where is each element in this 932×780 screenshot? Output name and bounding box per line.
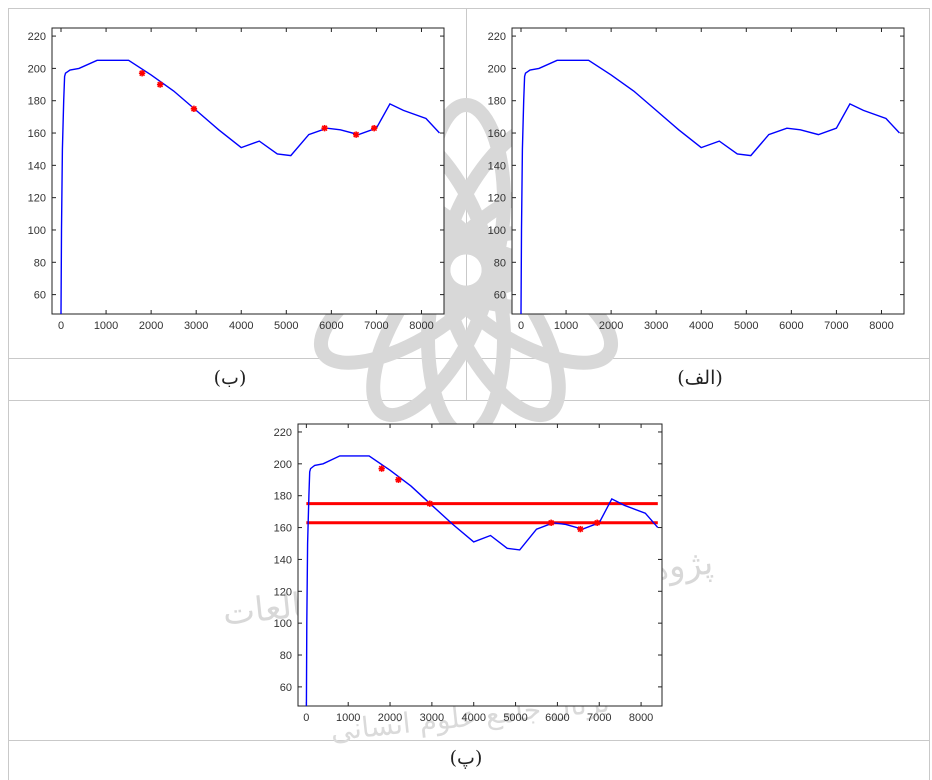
x-tick-label: 0	[303, 712, 309, 724]
y-tick-label: 140	[274, 554, 292, 566]
plot-area	[520, 59, 901, 314]
plot-frame	[51, 27, 445, 315]
x-tick-label: 4000	[461, 712, 485, 724]
x-tick-label: 5000	[734, 320, 758, 332]
border-row-3	[8, 740, 930, 741]
y-tick-label: 120	[488, 193, 506, 205]
peak-marker	[577, 525, 584, 533]
series-line	[305, 455, 659, 706]
border-left	[8, 8, 9, 780]
plot-area	[305, 455, 659, 706]
y-tick-label: 140	[28, 160, 46, 172]
peak-marker	[352, 131, 360, 138]
y-tick-label: 160	[488, 128, 506, 140]
x-tick-label: 3000	[184, 320, 208, 332]
peak-marker	[190, 105, 198, 112]
caption-panel-pe: (پ)	[449, 747, 483, 769]
x-tick-label: 7000	[824, 320, 848, 332]
y-tick-label: 100	[488, 225, 506, 237]
y-tick-label: 100	[274, 618, 292, 630]
y-tick-label: 200	[28, 63, 46, 75]
y-tick-label: 160	[274, 523, 292, 535]
peak-marker	[370, 124, 378, 132]
peak-marker	[593, 519, 601, 526]
peak-marker	[156, 81, 164, 88]
y-tick-label: 60	[34, 290, 46, 302]
y-tick-label: 60	[280, 682, 292, 694]
x-tick-label: 8000	[629, 712, 653, 724]
x-tick-label: 1000	[94, 320, 118, 332]
plot-frame	[511, 27, 905, 315]
peak-marker	[547, 519, 555, 526]
x-tick-label: 1000	[554, 320, 578, 332]
y-tick-label: 180	[28, 96, 46, 108]
peak-marker	[426, 500, 433, 507]
x-tick-label: 6000	[319, 320, 343, 332]
peak-marker	[395, 476, 402, 483]
caption-panel-alef: (الف)	[677, 367, 723, 389]
y-tick-label: 80	[34, 257, 46, 269]
x-tick-label: 5000	[503, 712, 527, 724]
series-line	[60, 59, 441, 314]
x-tick-label: 4000	[689, 320, 713, 332]
chart-panel-alef: 0 1000 2000 3000 4000 5000 6000 7000 8000 60 80 100…	[488, 27, 905, 332]
series-line	[520, 59, 901, 314]
x-tick-label: 0	[58, 320, 64, 332]
border-right	[929, 8, 930, 780]
y-tick-label: 120	[274, 586, 292, 598]
y-tick-label: 220	[488, 31, 506, 43]
y-tick-label: 60	[494, 290, 506, 302]
x-tick-label: 8000	[409, 320, 433, 332]
peak-marker	[378, 465, 385, 472]
x-tick-label: 2000	[599, 320, 623, 332]
x-tick-label: 2000	[378, 712, 402, 724]
x-tick-label: 2000	[139, 320, 163, 332]
x-tick-label: 3000	[644, 320, 668, 332]
x-tick-label: 7000	[364, 320, 388, 332]
x-tick-label: 8000	[869, 320, 893, 332]
border-top	[8, 8, 930, 9]
plot-area	[60, 59, 441, 314]
x-tick-label: 5000	[274, 320, 298, 332]
y-tick-label: 140	[488, 160, 506, 172]
x-tick-label: 6000	[545, 712, 569, 724]
y-tick-label: 100	[28, 225, 46, 237]
x-tick-label: 7000	[587, 712, 611, 724]
y-tick-label: 80	[280, 650, 292, 662]
chart-panel-b: 0 1000 2000 3000 4000 5000 6000 7000 8000 60 80 100…	[28, 27, 445, 332]
peak-marker	[138, 70, 146, 77]
peak-marker	[321, 124, 328, 132]
caption-panel-b: (ب)	[213, 367, 247, 389]
y-tick-label: 200	[488, 63, 506, 75]
y-tick-label: 120	[28, 193, 46, 205]
border-row-2	[8, 400, 930, 401]
x-tick-label: 0	[518, 320, 524, 332]
x-tick-label: 6000	[779, 320, 803, 332]
border-row-1	[8, 358, 930, 359]
y-tick-label: 200	[274, 459, 292, 471]
y-tick-label: 80	[494, 257, 506, 269]
chart-panel-pe: 0 1000 2000 3000 4000 5000 6000 7000 8000 60 80 100…	[274, 423, 663, 724]
y-tick-label: 220	[274, 427, 292, 439]
y-tick-label: 220	[28, 31, 46, 43]
plot-frame	[297, 423, 663, 707]
border-middle-vertical	[466, 8, 467, 400]
x-tick-label: 3000	[420, 712, 444, 724]
y-tick-label: 160	[28, 128, 46, 140]
x-tick-label: 4000	[229, 320, 253, 332]
y-tick-label: 180	[488, 96, 506, 108]
y-tick-label: 180	[274, 491, 292, 503]
x-tick-label: 1000	[336, 712, 360, 724]
